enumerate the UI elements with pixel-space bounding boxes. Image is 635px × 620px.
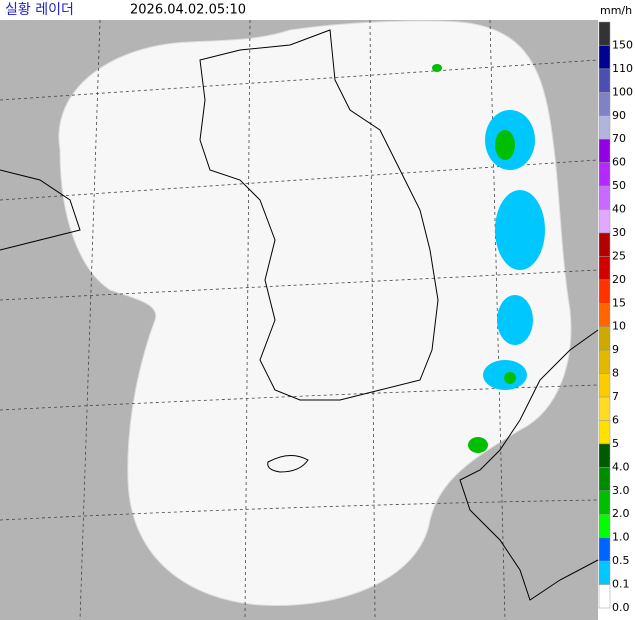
legend-swatch xyxy=(598,443,611,468)
legend-label: 10 xyxy=(612,320,626,333)
legend-label: 0.1 xyxy=(612,578,630,591)
legend-label: 100 xyxy=(612,85,633,98)
legend-label: 5 xyxy=(612,437,619,450)
legend-swatch xyxy=(598,303,611,327)
radar-coverage xyxy=(58,20,572,607)
legend-swatch xyxy=(598,45,611,70)
legend-swatch xyxy=(598,349,611,374)
legend-label: 50 xyxy=(612,179,626,192)
legend-swatch xyxy=(598,256,611,281)
legend-swatch xyxy=(598,68,611,93)
legend-swatch xyxy=(598,21,611,46)
coastlines xyxy=(0,29,599,601)
legend-swatch xyxy=(598,232,611,257)
legend-swatch xyxy=(598,513,611,538)
legend-label: 0.0 xyxy=(612,601,630,614)
legend-label: 7 xyxy=(612,390,619,403)
legend-label: 20 xyxy=(612,273,626,286)
legend-swatch xyxy=(598,326,611,351)
legend-label: 0.5 xyxy=(612,554,630,567)
legend-label: 110 xyxy=(612,62,633,75)
legend-label: 8 xyxy=(612,367,619,380)
legend-swatch xyxy=(598,162,611,187)
legend-swatch xyxy=(598,279,611,304)
legend-swatch xyxy=(598,467,611,492)
title: 실황 레이더 xyxy=(5,2,74,18)
legend-label: 6 xyxy=(612,413,619,426)
legend-label: 25 xyxy=(612,249,626,262)
legend-label: 30 xyxy=(612,226,626,239)
legend-swatch xyxy=(598,420,611,445)
legend-label: 3.0 xyxy=(612,484,630,497)
legend-swatch xyxy=(598,373,611,398)
legend-label: 40 xyxy=(612,203,626,216)
header-bar xyxy=(0,0,635,20)
legend-swatch xyxy=(598,209,611,234)
legend-label: 4.0 xyxy=(612,460,630,473)
legend-swatch xyxy=(598,490,611,515)
legend-label: 2.0 xyxy=(612,507,630,520)
echo xyxy=(504,372,516,384)
timestamp: 2026.04.02.05:10 xyxy=(130,3,246,18)
legend-swatch xyxy=(598,396,611,421)
legend-swatch xyxy=(598,92,611,117)
legend-label: 9 xyxy=(612,343,619,356)
echo xyxy=(495,190,545,270)
legend-swatch xyxy=(598,537,611,562)
echo xyxy=(497,295,533,345)
legend-swatch xyxy=(598,584,611,609)
legend-swatch xyxy=(598,115,611,140)
unit-label: mm/h xyxy=(600,4,632,17)
echo xyxy=(495,130,515,160)
legend-swatch xyxy=(598,185,611,210)
legend-swatch xyxy=(598,138,611,163)
legend-label: 1.0 xyxy=(612,531,630,544)
legend-label: 15 xyxy=(612,296,626,309)
echo xyxy=(432,64,442,72)
legend-label: 150 xyxy=(612,38,633,51)
precipitation xyxy=(432,64,545,453)
legend-swatch xyxy=(598,560,611,585)
legend-label: 70 xyxy=(612,132,626,145)
legend-label: 90 xyxy=(612,109,626,122)
legend-label: 60 xyxy=(612,156,626,169)
echo xyxy=(468,437,488,453)
